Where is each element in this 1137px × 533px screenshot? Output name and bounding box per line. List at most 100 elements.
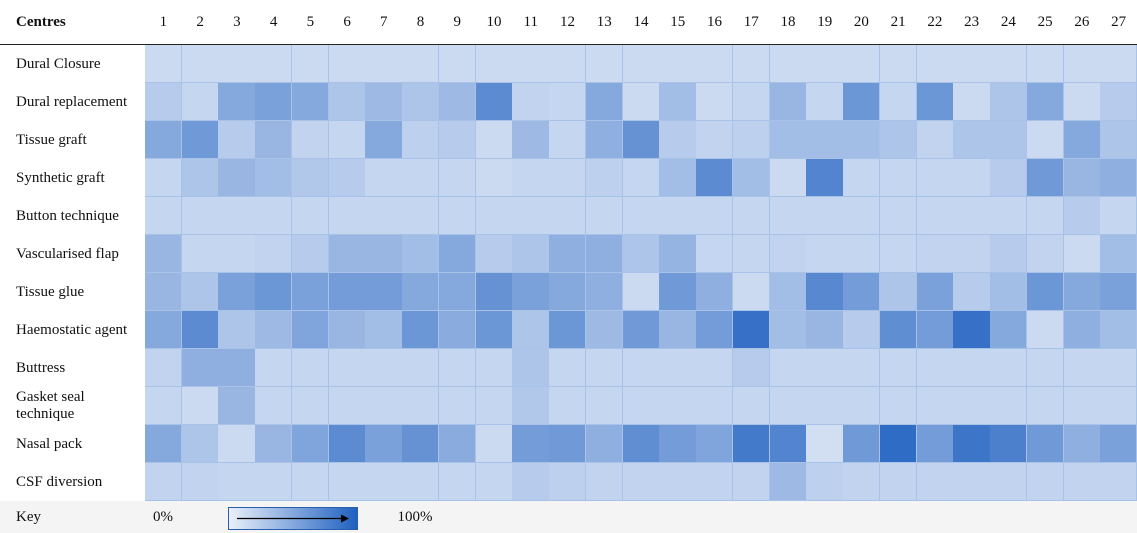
heat-cell (1100, 197, 1137, 235)
key-tick-label: 100% (397, 508, 433, 525)
heat-cell (328, 197, 366, 235)
key-arrow (237, 514, 349, 523)
heat-cell (769, 45, 807, 83)
heat-cell (1063, 425, 1101, 463)
heat-cell (696, 83, 734, 121)
heat-cell (843, 197, 881, 235)
heat-cell (769, 425, 807, 463)
heat-cell (1026, 349, 1064, 387)
heat-cell (732, 121, 771, 159)
column-label: 16 (706, 13, 722, 30)
heat-cell (181, 45, 219, 83)
heat-cell (402, 463, 440, 501)
heat-cell (879, 235, 918, 273)
heat-cell (990, 425, 1028, 463)
heat-cell (255, 235, 293, 273)
heat-cell (475, 121, 513, 159)
heat-cell (879, 463, 918, 501)
heat-cell (1026, 311, 1064, 349)
heat-cell (1063, 121, 1101, 159)
heat-cell (879, 273, 918, 311)
heat-cell (218, 83, 256, 121)
heat-cell (181, 311, 219, 349)
corner-label: Centres (16, 13, 66, 30)
column-label: 5 (306, 13, 315, 30)
heat-cell (990, 463, 1028, 501)
heat-cell (1026, 387, 1064, 425)
heat-cell (732, 197, 771, 235)
heat-cell (843, 273, 881, 311)
heat-cell (1063, 45, 1101, 83)
heat-cell (145, 83, 183, 121)
row-label: Gasket seal technique (16, 389, 85, 422)
heat-cell (365, 235, 403, 273)
heat-cell (769, 235, 807, 273)
column-label: 6 (343, 13, 351, 30)
heat-cell (512, 83, 550, 121)
heat-cell (402, 349, 440, 387)
heat-cell (916, 463, 954, 501)
heat-cell (328, 311, 366, 349)
heat-cell (806, 121, 844, 159)
heat-cell (328, 273, 366, 311)
row-label: Dural replacement (16, 93, 128, 110)
heat-cell (181, 349, 219, 387)
heat-cell (181, 235, 219, 273)
heat-cell (732, 425, 771, 463)
heat-cell (953, 83, 991, 121)
heat-cell (365, 121, 403, 159)
heat-cell (549, 197, 587, 235)
heat-cell (549, 83, 587, 121)
heat-cell (328, 235, 366, 273)
column-label: 1 (159, 13, 168, 30)
heat-cell (402, 45, 440, 83)
heat-cell (218, 425, 256, 463)
heat-cell (732, 349, 771, 387)
heat-cell (291, 463, 330, 501)
heat-cell (696, 425, 734, 463)
heat-cell (990, 83, 1028, 121)
heat-cell (1063, 349, 1101, 387)
heat-cell (990, 197, 1028, 235)
heat-cell (769, 273, 807, 311)
heat-cell (218, 197, 256, 235)
heat-cell (291, 273, 330, 311)
heat-cell (218, 273, 256, 311)
heat-cell (512, 235, 550, 273)
heat-cell (879, 83, 918, 121)
heat-cell (549, 425, 587, 463)
heat-cell (696, 349, 734, 387)
heat-cell (696, 197, 734, 235)
heat-cell (843, 121, 881, 159)
heat-cell (255, 121, 293, 159)
heat-cell (806, 273, 844, 311)
heat-cell (659, 159, 697, 197)
heat-cell (145, 425, 183, 463)
heat-cell (953, 197, 991, 235)
heat-cell (438, 387, 477, 425)
heat-cell (659, 83, 697, 121)
heat-cell (843, 387, 881, 425)
heat-cell (365, 311, 403, 349)
heat-cell (181, 463, 219, 501)
heat-cell (218, 349, 256, 387)
heat-cell (512, 197, 550, 235)
heat-cell (402, 387, 440, 425)
heat-cell (732, 273, 771, 311)
heat-cell (291, 45, 330, 83)
heat-cell (732, 45, 771, 83)
heat-cell (1100, 83, 1137, 121)
heat-cell (145, 273, 183, 311)
heat-cell (659, 235, 697, 273)
heat-cell (1100, 463, 1137, 501)
column-label: 13 (596, 13, 612, 30)
heat-cell (291, 235, 330, 273)
heat-cell (402, 83, 440, 121)
heat-cell (1063, 387, 1101, 425)
heat-cell (843, 235, 881, 273)
heat-cell (843, 311, 881, 349)
heat-cell (328, 463, 366, 501)
heat-cell (953, 273, 991, 311)
heat-cell (1063, 463, 1101, 501)
heat-cell (732, 83, 771, 121)
